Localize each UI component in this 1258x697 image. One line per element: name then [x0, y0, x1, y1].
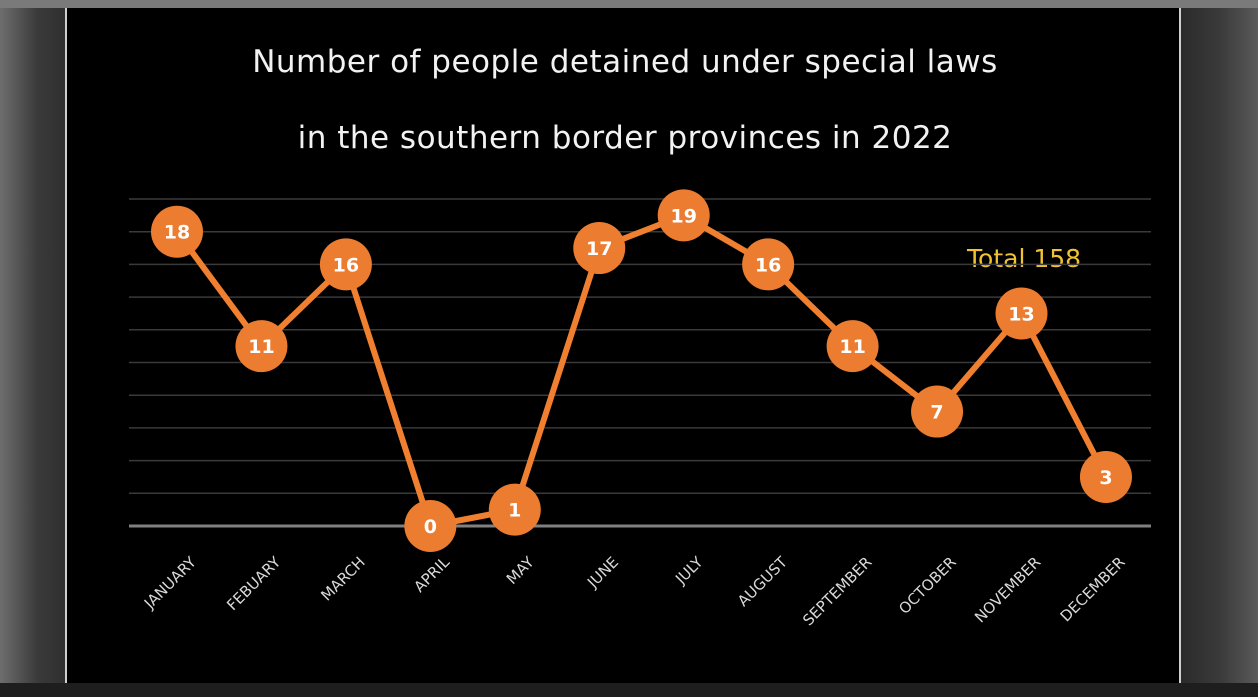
- gridlines: [129, 198, 1151, 528]
- point-marker: [911, 385, 964, 438]
- data-label: 3: [1099, 467, 1112, 489]
- chart-title-line2: in the southern border provinces in 2022: [297, 120, 953, 156]
- x-tick-labels: JANUARY FEBUARY MARCH APRIL MAY JUNE JULY AUGUS…: [140, 553, 1129, 630]
- data-label: 16: [755, 254, 781, 276]
- total-annotation: Total 158: [967, 244, 1082, 273]
- data-point-november: 13: [995, 287, 1048, 340]
- data-label: 13: [1008, 303, 1034, 325]
- data-label: 18: [164, 222, 190, 244]
- data-point-june: 17: [573, 222, 626, 275]
- data-point-august: 16: [742, 238, 795, 291]
- chart-slide: Number of people detained under special …: [65, 8, 1181, 683]
- chart-title-line1: Number of people detained under special …: [252, 44, 998, 80]
- data-point-febuary: 11: [235, 320, 288, 373]
- x-tick-label: DECEMBER: [1057, 553, 1129, 625]
- point-marker: [1079, 450, 1132, 503]
- series-polyline: [174, 212, 1109, 529]
- series-line: [174, 212, 1109, 529]
- x-tick-label: MAY: [503, 553, 538, 588]
- x-tick-label: JULY: [671, 553, 707, 589]
- data-label: 11: [248, 336, 274, 358]
- data-label: 7: [930, 402, 943, 424]
- data-point-march: 16: [319, 238, 372, 291]
- data-point-september: 11: [826, 320, 879, 373]
- data-label: 19: [670, 205, 696, 227]
- x-tick-label: AUGUST: [734, 553, 792, 611]
- data-label: 1: [508, 500, 521, 522]
- x-tick-label: JUNE: [583, 553, 622, 592]
- window-bottom-edge: [0, 683, 1258, 697]
- point-marker: [151, 205, 203, 258]
- data-point-april: 0: [404, 500, 457, 552]
- point-marker: [995, 287, 1048, 340]
- point-marker: [657, 189, 710, 242]
- point-marker: [404, 500, 457, 552]
- x-tick-label: OCTOBER: [895, 553, 960, 618]
- point-marker: [235, 320, 288, 373]
- data-point-july: 19: [657, 189, 710, 242]
- point-marker: [742, 238, 795, 291]
- data-label: 11: [839, 336, 865, 358]
- data-point-january: 18: [151, 205, 203, 258]
- point-marker: [573, 222, 626, 275]
- data-label: 0: [424, 516, 437, 538]
- point-marker: [319, 238, 372, 291]
- x-tick-label: JANUARY: [140, 553, 200, 613]
- x-tick-label: NOVEMBER: [971, 553, 1044, 626]
- x-tick-label: FEBUARY: [223, 553, 285, 615]
- data-point-december: 3: [1079, 450, 1132, 503]
- data-point-october: 7: [911, 385, 964, 438]
- data-label: 16: [333, 254, 359, 276]
- x-tick-label: MARCH: [317, 553, 368, 604]
- x-tick-label: APRIL: [410, 553, 453, 596]
- data-point-may: 1: [488, 483, 541, 536]
- x-tick-label: SEPTEMBER: [799, 553, 875, 629]
- window-top-edge: [0, 0, 1258, 8]
- point-marker: [826, 320, 879, 373]
- data-label: 17: [586, 238, 612, 260]
- point-marker: [488, 483, 541, 536]
